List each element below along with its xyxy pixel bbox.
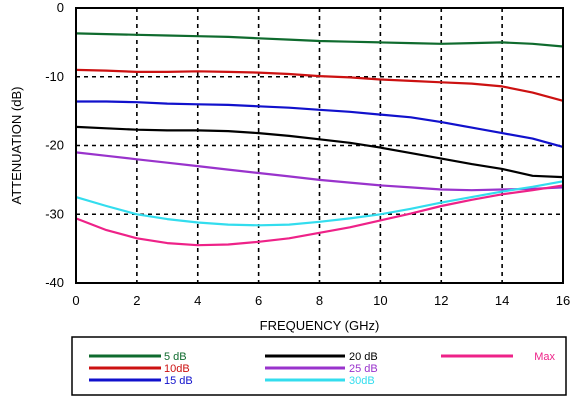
- y-tick-label: -20: [45, 138, 64, 153]
- series-lines: [75, 32, 564, 247]
- series-line: [76, 100, 564, 148]
- x-tick-label: 0: [72, 293, 79, 308]
- x-tick-label: 12: [434, 293, 448, 308]
- series-line: [75, 125, 564, 179]
- series-line: [75, 180, 564, 227]
- series-line: [75, 68, 564, 102]
- y-tick-label: -30: [45, 206, 64, 221]
- x-tick-label: 6: [255, 293, 262, 308]
- legend-label: 20 dB: [349, 351, 378, 363]
- series-line: [75, 151, 564, 192]
- x-axis-label: FREQUENCY (GHz): [260, 318, 380, 333]
- legend-label: 30dB: [349, 375, 375, 387]
- y-tick-label: -40: [45, 275, 64, 290]
- legend-label: 25 dB: [349, 363, 378, 375]
- plot-frame: [75, 7, 564, 284]
- y-tick-label: 0: [57, 0, 64, 15]
- legend-label: 5 dB: [164, 351, 187, 363]
- x-tick-label: 14: [495, 293, 509, 308]
- series-line: [75, 184, 564, 247]
- legend-label: 15 dB: [164, 375, 193, 387]
- legend-label: 10dB: [164, 363, 190, 375]
- grid: [76, 8, 563, 283]
- x-tick-label: 8: [316, 293, 323, 308]
- y-tick-label: -10: [45, 69, 64, 84]
- x-tick-label: 2: [133, 293, 140, 308]
- x-tick-label: 4: [194, 293, 201, 308]
- y-axis-label: ATTENUATION (dB): [9, 87, 24, 205]
- axis-tick-labels: 0 2 4 6 8 10 12 14 16 0 -10 -20 -30 -40: [45, 0, 570, 308]
- legend-box: [71, 336, 567, 396]
- x-tick-label: 16: [556, 293, 570, 308]
- series-line: [75, 32, 564, 48]
- x-tick-label: 10: [373, 293, 387, 308]
- legend-label: Max: [534, 351, 555, 363]
